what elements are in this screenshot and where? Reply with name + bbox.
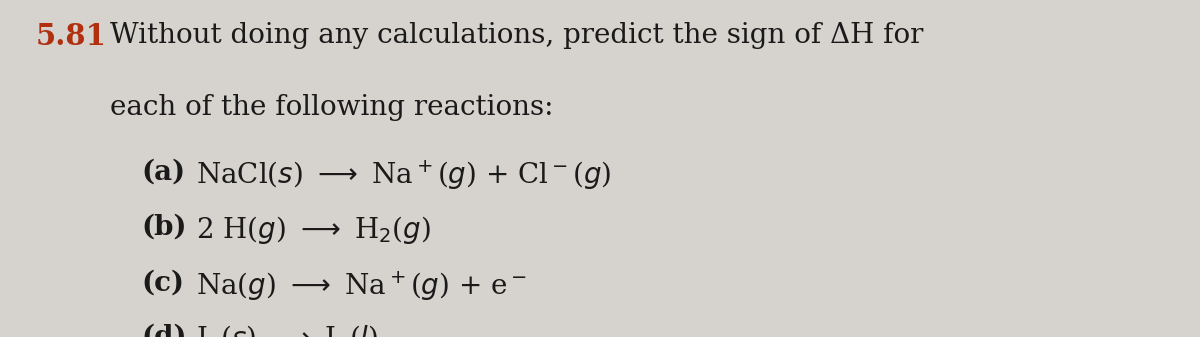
Text: Without doing any calculations, predict the sign of ΔH for: Without doing any calculations, predict …: [110, 22, 924, 49]
Text: each of the following reactions:: each of the following reactions:: [110, 94, 554, 121]
Text: 5.81: 5.81: [36, 22, 107, 51]
Text: (d): (d): [142, 324, 187, 337]
Text: I$_2$($s$) $\longrightarrow$ I$_2$($l$): I$_2$($s$) $\longrightarrow$ I$_2$($l$): [196, 324, 378, 337]
Text: (c): (c): [142, 270, 185, 297]
Text: (b): (b): [142, 214, 187, 241]
Text: Na($g$) $\longrightarrow$ Na$^+$($g$) + e$^-$: Na($g$) $\longrightarrow$ Na$^+$($g$) + …: [196, 270, 527, 303]
Text: 2 H($g$) $\longrightarrow$ H$_2$($g$): 2 H($g$) $\longrightarrow$ H$_2$($g$): [196, 214, 431, 246]
Text: NaCl($s$) $\longrightarrow$ Na$^+$($g$) + Cl$^-$($g$): NaCl($s$) $\longrightarrow$ Na$^+$($g$) …: [196, 158, 611, 192]
Text: (a): (a): [142, 158, 186, 185]
